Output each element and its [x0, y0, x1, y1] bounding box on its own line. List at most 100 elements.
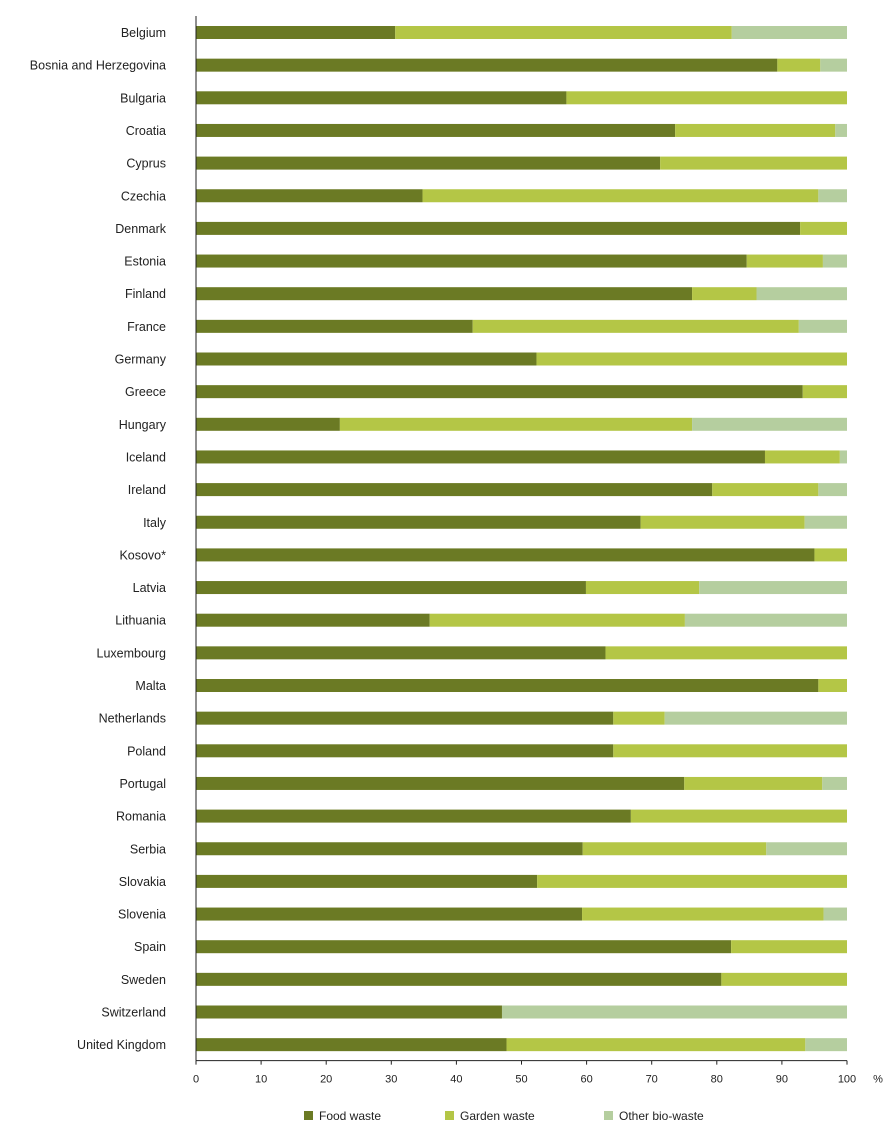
category-label: Iceland: [126, 450, 166, 464]
bar-segment-garden-waste: [802, 385, 847, 399]
category-label: Croatia: [126, 124, 166, 138]
category-label: Bulgaria: [120, 91, 166, 105]
x-axis-unit-label: %: [873, 1074, 883, 1086]
bar-segment-food-waste: [196, 809, 631, 823]
bar-segment-other-bio-waste: [818, 189, 847, 203]
bar-segment-food-waste: [196, 58, 778, 72]
bar-segment-food-waste: [196, 1005, 502, 1019]
bar-segment-garden-waste: [537, 874, 847, 888]
x-tick-label: 0: [193, 1074, 199, 1086]
bar-segment-garden-waste: [630, 809, 847, 823]
bar-segment-food-waste: [196, 254, 747, 268]
bar-segment-food-waste: [196, 26, 396, 39]
category-label: Portugal: [119, 777, 166, 791]
bar-segment-other-bio-waste: [692, 417, 847, 431]
bar-segment-other-bio-waste: [756, 287, 847, 301]
x-tick-label: 40: [450, 1074, 462, 1086]
category-label: Italy: [143, 516, 167, 530]
bar-segment-food-waste: [196, 874, 538, 888]
category-label: Finland: [125, 287, 166, 301]
x-tick-label: 60: [580, 1074, 592, 1086]
category-label: Spain: [134, 940, 166, 954]
bar-segment-other-bio-waste: [804, 515, 847, 529]
x-tick-label: 90: [776, 1074, 788, 1086]
category-label: Belgium: [121, 26, 166, 40]
legend: Food waste Garden waste Other bio-waste: [304, 1109, 704, 1123]
category-label: Greece: [125, 385, 166, 399]
bar-segment-food-waste: [196, 156, 661, 170]
bar-segment-food-waste: [196, 123, 676, 137]
x-tick-label: 100: [838, 1074, 856, 1086]
category-label: Bosnia and Herzegovina: [30, 59, 166, 73]
category-label: Sweden: [121, 973, 166, 987]
legend-swatch-other-bio-waste: [604, 1111, 613, 1120]
bar-segment-garden-waste: [675, 123, 836, 137]
legend-label-other-bio-waste: Other bio-waste: [619, 1109, 704, 1123]
bar-segment-garden-waste: [582, 907, 824, 921]
bar-segment-other-bio-waste: [839, 450, 847, 464]
bar-segment-other-bio-waste: [501, 1005, 847, 1019]
category-labels: Belgium Bosnia and Herzegovina Bulgaria Cro…: [30, 26, 167, 1052]
legend-label-garden-waste: Garden waste: [460, 1109, 535, 1123]
bar-segment-garden-waste: [814, 548, 847, 562]
bar-segment-food-waste: [196, 385, 803, 399]
x-tick-label: 10: [255, 1074, 267, 1086]
x-tick-label: 80: [711, 1074, 723, 1086]
bar-segment-garden-waste: [800, 221, 847, 235]
bar-segment-garden-waste: [818, 679, 847, 692]
category-label: France: [127, 320, 166, 334]
bar-segment-garden-waste: [764, 450, 840, 464]
category-label: Latvia: [133, 581, 166, 595]
bar-segment-garden-waste: [640, 515, 805, 529]
bar-segment-food-waste: [196, 450, 765, 464]
category-label: Lithuania: [115, 614, 166, 628]
bar-segment-food-waste: [196, 744, 614, 758]
category-label: Denmark: [115, 222, 166, 236]
bar-segment-garden-waste: [422, 189, 819, 203]
bar-segment-garden-waste: [605, 646, 847, 660]
bar-segment-other-bio-waste: [822, 776, 847, 790]
bar-segment-food-waste: [196, 352, 537, 366]
bar-segment-garden-waste: [692, 287, 757, 301]
bar-segment-other-bio-waste: [818, 483, 847, 497]
category-label: Slovakia: [119, 875, 166, 889]
category-label: Ireland: [128, 483, 166, 497]
bar-segment-food-waste: [196, 776, 685, 790]
category-label: United Kingdom: [77, 1038, 166, 1052]
bar-segment-other-bio-waste: [731, 26, 847, 39]
category-label: Estonia: [124, 255, 166, 269]
bar-segment-garden-waste: [721, 972, 847, 986]
bar-segment-food-waste: [196, 711, 614, 725]
bar-segment-food-waste: [196, 483, 713, 497]
bar-segment-food-waste: [196, 940, 732, 954]
bar-segment-other-bio-waste: [664, 711, 847, 725]
x-tick-label: 30: [385, 1074, 397, 1086]
bar-segment-garden-waste: [613, 711, 665, 725]
category-label: Poland: [127, 744, 166, 758]
bar-segment-other-bio-waste: [798, 319, 847, 333]
bar-segment-food-waste: [196, 646, 606, 660]
category-label: Luxembourg: [97, 646, 167, 660]
category-label: Malta: [135, 679, 166, 693]
category-label: Czechia: [121, 189, 166, 203]
bar-segment-food-waste: [196, 548, 815, 562]
bar-segment-garden-waste: [777, 58, 821, 72]
bar-segment-garden-waste: [395, 26, 732, 39]
bar-segment-food-waste: [196, 417, 340, 431]
bar-segment-garden-waste: [746, 254, 823, 268]
x-axis-ticks: 0 10 20 30 40 50 60 70 80 90 100: [193, 1060, 856, 1086]
bar-segment-garden-waste: [582, 842, 767, 856]
category-label: Cyprus: [126, 157, 166, 171]
bar-segment-food-waste: [196, 319, 473, 333]
bar-segment-garden-waste: [472, 319, 799, 333]
bar-segment-food-waste: [196, 581, 586, 595]
bar-segment-garden-waste: [613, 744, 847, 758]
bar-segment-garden-waste: [684, 776, 823, 790]
bar-segment-garden-waste: [339, 417, 693, 431]
category-label: Netherlands: [99, 712, 166, 726]
bar-segment-other-bio-waste: [822, 254, 847, 268]
bar-segment-food-waste: [196, 1038, 507, 1052]
x-tick-label: 70: [646, 1074, 658, 1086]
bar-segment-garden-waste: [506, 1038, 806, 1052]
